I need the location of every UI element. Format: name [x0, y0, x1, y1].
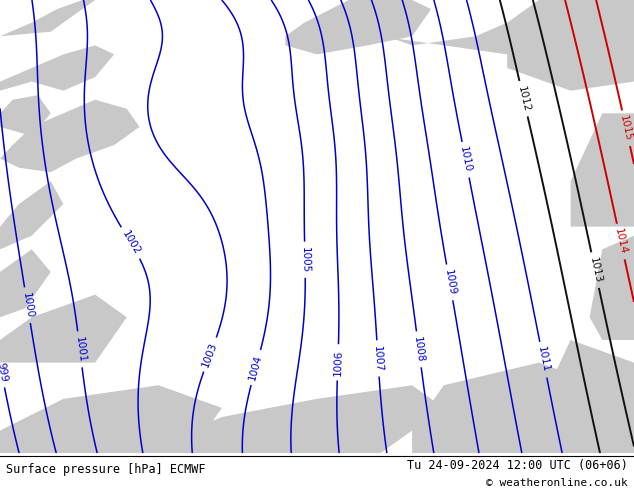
- Text: 999: 999: [0, 362, 8, 383]
- Text: 1015: 1015: [618, 114, 634, 142]
- Text: 1005: 1005: [300, 246, 310, 273]
- Polygon shape: [0, 385, 222, 453]
- Polygon shape: [190, 385, 444, 453]
- Text: 1004: 1004: [248, 354, 264, 382]
- Polygon shape: [539, 340, 634, 453]
- Text: 1001: 1001: [74, 336, 86, 363]
- Polygon shape: [0, 249, 51, 318]
- Text: 1013: 1013: [588, 256, 603, 284]
- Polygon shape: [349, 0, 634, 54]
- Text: 1010: 1010: [458, 146, 473, 173]
- Polygon shape: [507, 9, 634, 91]
- Polygon shape: [571, 113, 634, 226]
- Polygon shape: [0, 181, 63, 249]
- Text: 1006: 1006: [332, 349, 343, 376]
- Text: Surface pressure [hPa] ECMWF: Surface pressure [hPa] ECMWF: [6, 463, 206, 476]
- Text: © weatheronline.co.uk: © weatheronline.co.uk: [486, 478, 628, 489]
- Polygon shape: [0, 46, 114, 91]
- Text: 1002: 1002: [120, 229, 142, 257]
- Text: Tu 24-09-2024 12:00 UTC (06+06): Tu 24-09-2024 12:00 UTC (06+06): [407, 459, 628, 471]
- Polygon shape: [412, 363, 602, 453]
- Polygon shape: [285, 0, 431, 54]
- Text: 1014: 1014: [613, 228, 628, 255]
- Text: 1000: 1000: [20, 292, 34, 319]
- Text: 1003: 1003: [201, 341, 219, 368]
- Polygon shape: [0, 294, 127, 363]
- Polygon shape: [0, 95, 51, 136]
- Text: 1012: 1012: [515, 85, 531, 113]
- Text: 1011: 1011: [536, 346, 551, 374]
- Text: 1007: 1007: [372, 345, 384, 372]
- Text: 1008: 1008: [412, 336, 425, 363]
- Text: 1009: 1009: [443, 269, 457, 296]
- Polygon shape: [590, 236, 634, 340]
- Polygon shape: [0, 0, 95, 36]
- Polygon shape: [0, 99, 139, 172]
